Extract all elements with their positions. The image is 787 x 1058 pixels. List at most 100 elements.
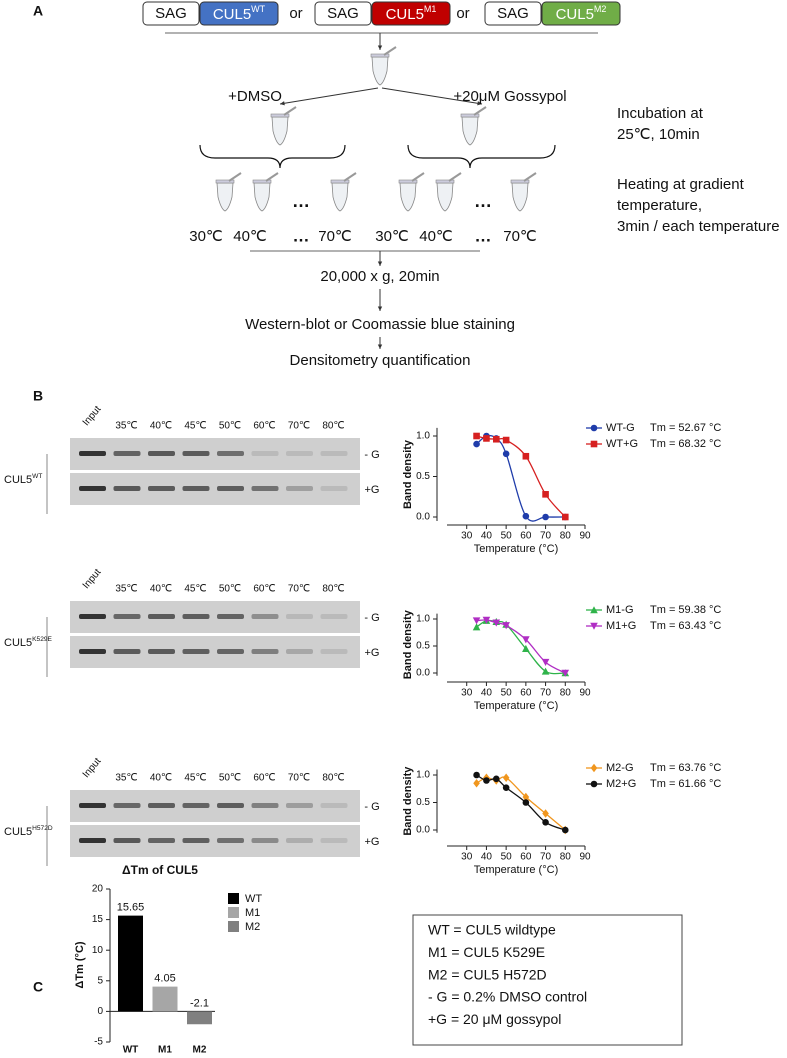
point [502, 436, 510, 444]
point [473, 778, 480, 788]
value-label: 4.05 [154, 973, 175, 985]
point [541, 667, 550, 675]
lane-label: 40℃ [150, 421, 172, 432]
tube-cap [510, 179, 530, 184]
fit-curve [476, 619, 566, 675]
lane-label: 60℃ [253, 773, 275, 784]
panel-label: B [33, 388, 43, 404]
pipette [473, 106, 487, 116]
lane-label: 60℃ [253, 584, 275, 595]
key-line: M2 = CUL5 H572D [428, 966, 547, 982]
x-tick-label: 60 [520, 852, 532, 863]
x-tick-label: 30 [461, 531, 473, 542]
point [483, 435, 490, 442]
condition: +20μM Gossypol [453, 88, 566, 105]
lane-label: 40℃ [150, 584, 172, 595]
arrow-head [377, 306, 383, 311]
gel-band [320, 614, 348, 619]
tube [271, 116, 289, 146]
row-label: +G [365, 484, 380, 496]
tube [461, 116, 479, 146]
y-tick-label: 1.0 [416, 431, 430, 442]
name: CUL5 [386, 6, 424, 23]
tube-cap [435, 179, 455, 184]
point [483, 777, 490, 784]
gel-band [182, 649, 210, 654]
temperature: … [293, 226, 310, 245]
gel-band [148, 486, 175, 491]
variant: H572D [32, 825, 53, 832]
gel-band [217, 486, 244, 491]
chart-title: ΔTm of CUL5 [122, 863, 198, 877]
construct-tag: SAG [327, 5, 359, 22]
y-tick-label: 5 [97, 975, 103, 986]
tube-cap [330, 179, 350, 184]
gel-band [79, 649, 106, 654]
lane-label: 70℃ [288, 773, 310, 784]
point [561, 669, 570, 677]
construct-tag: SAG [497, 5, 529, 22]
gel-band [217, 451, 244, 456]
legend-label: M2+G [606, 778, 636, 790]
legend-tm: Tm = 52.67 °C [650, 422, 721, 434]
lane-label: Input [81, 567, 104, 591]
key-line: - G = 0.2% DMSO control [428, 989, 587, 1005]
gel-band [320, 451, 348, 456]
gel-band [286, 838, 313, 843]
lane-label: 35℃ [115, 773, 137, 784]
step: 20,000 x g, 20min [320, 268, 439, 285]
point [473, 432, 480, 440]
temperature: 30℃ [375, 228, 409, 245]
x-tick-label: 70 [540, 688, 552, 699]
x-tick-label: 90 [579, 531, 591, 542]
variant: M2 [594, 4, 607, 14]
y-axis-title: Band density [402, 766, 414, 836]
y-tick-label: 0.0 [416, 512, 430, 523]
variant: WT [251, 4, 265, 14]
construct-tag: SAG [155, 5, 187, 22]
x-tick-label: 80 [560, 531, 572, 542]
panel-label: A [33, 3, 43, 19]
point [542, 513, 549, 521]
pipette [383, 46, 397, 56]
gel-band [286, 451, 313, 456]
construct-tag-box [484, 1, 542, 26]
fit-curve [476, 774, 566, 831]
pipette [228, 172, 242, 182]
legend-label: M1 [245, 907, 260, 919]
tube [216, 182, 234, 212]
x-tick-label: M2 [193, 1045, 207, 1056]
name: CUL5 [4, 637, 32, 649]
legend-marker [590, 780, 598, 788]
point [522, 644, 530, 652]
point [561, 826, 569, 834]
legend-label: M2-G [606, 762, 634, 774]
name: CUL5 [4, 826, 32, 838]
gel-band [148, 614, 175, 619]
gel-band [217, 838, 244, 843]
gel-band [217, 649, 244, 654]
key-box [412, 914, 683, 1046]
y-tick-label: 15 [92, 914, 104, 925]
legend-label: M1+G [606, 620, 636, 632]
legend-swatch [228, 921, 239, 932]
y-axis-title: ΔTm (°C) [74, 941, 86, 988]
arrow-head [377, 261, 383, 266]
gel-band [148, 803, 175, 808]
y-tick-label: 0.5 [416, 641, 430, 652]
gel-band [251, 486, 279, 491]
step: Western-blot or Coomassie blue staining [245, 316, 515, 333]
y-axis-title: Band density [402, 439, 414, 509]
lane-label: 50℃ [219, 584, 241, 595]
tube-cap [252, 179, 272, 184]
legend-label: M1-G [606, 604, 634, 616]
point [542, 491, 549, 498]
construct-label: CUL5WT [213, 4, 266, 23]
x-axis-title: Temperature (°C) [474, 700, 558, 712]
legend-marker [590, 622, 598, 630]
construct-label: CUL5K529E [4, 636, 53, 649]
temperature: 40℃ [419, 228, 453, 245]
tube-cap [270, 113, 290, 118]
point [472, 623, 481, 631]
